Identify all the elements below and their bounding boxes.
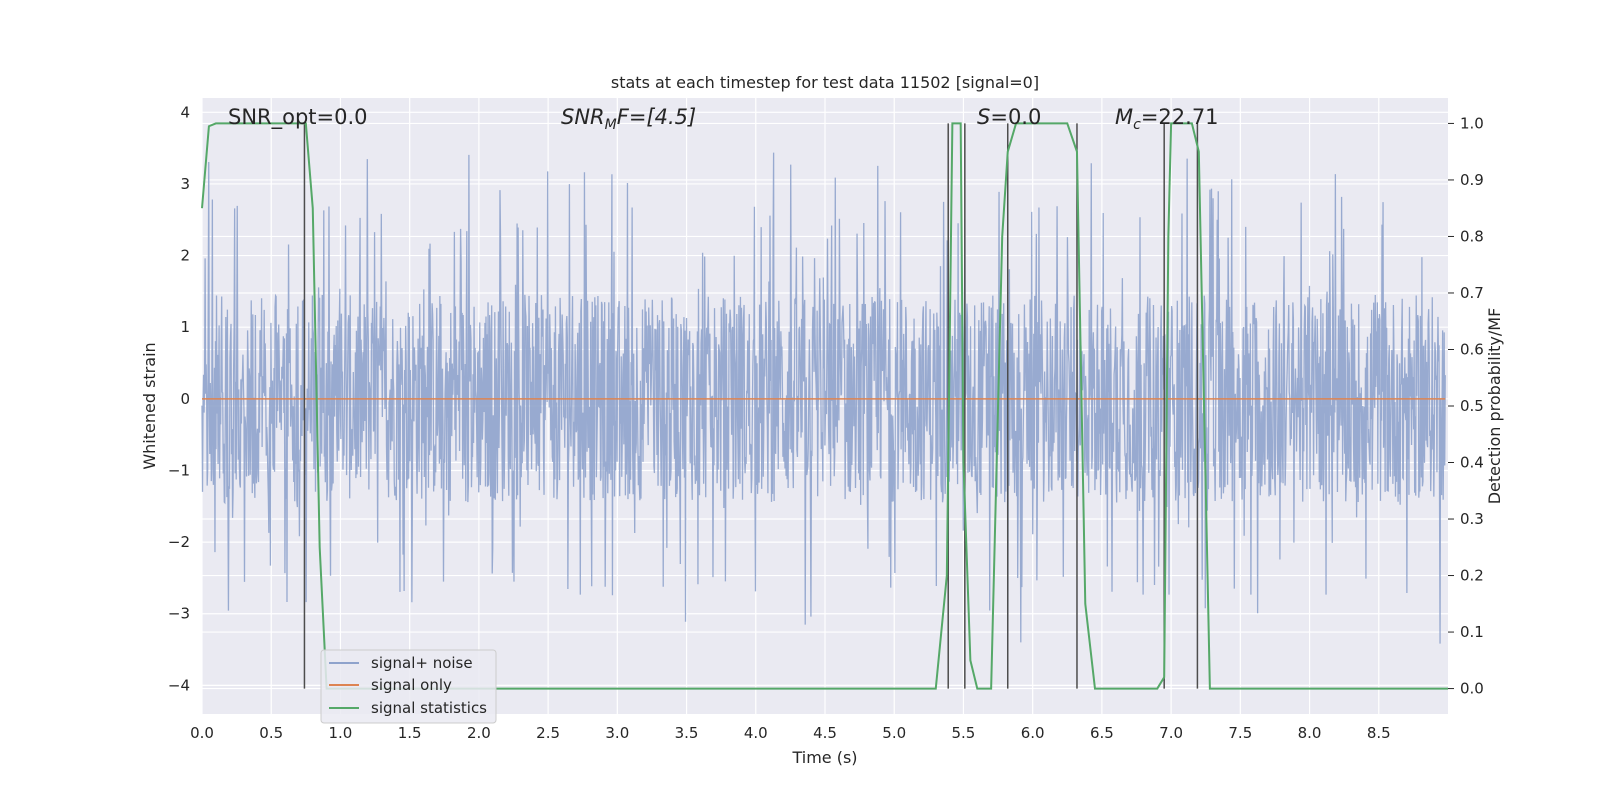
noise-line xyxy=(201,152,1446,644)
x-tick-label-13: 6.5 xyxy=(1090,724,1114,742)
x-tick-label-3: 1.5 xyxy=(398,724,422,742)
legend: signal+ noise signal only signal statist… xyxy=(320,649,497,724)
x-tick-label-2: 1.0 xyxy=(329,724,353,742)
y2-tick-label-7: 0.3 xyxy=(1460,510,1484,528)
y2-tick-label-6: 0.4 xyxy=(1460,454,1484,472)
y2-tick-label-0: 1.0 xyxy=(1460,114,1484,132)
legend-label-signal-noise: signal+ noise xyxy=(371,654,473,672)
y-tick-label-2: 2 xyxy=(180,247,190,265)
y2-axis-label: Detection probability/MF xyxy=(1485,308,1504,505)
x-ticks: 0.0 0.5 1.0 1.5 2.0 2.5 3.0 3.5 4.0 4.5 5.0 5.5 6.0 6… xyxy=(190,724,1391,742)
x-tick-label-14: 7.0 xyxy=(1159,724,1183,742)
x-tick-label-17: 8.5 xyxy=(1367,724,1391,742)
x-tick-label-4: 2.0 xyxy=(467,724,491,742)
legend-label-signal-statistics: signal statistics xyxy=(371,699,487,717)
y-tick-label-1: 3 xyxy=(180,175,190,193)
y-ticks: 4 3 2 1 0 −1 −2 −3 −4 xyxy=(168,103,190,694)
annotation-s: S=0.0 xyxy=(977,105,1041,129)
y-tick-label-6: −2 xyxy=(168,533,190,551)
annotation-snr-opt: SNR_opt=0.0 xyxy=(228,105,368,130)
y2-tick-label-3: 0.7 xyxy=(1460,284,1484,302)
y2-ticks: 1.0 0.9 0.8 0.7 0.6 0.5 0.4 0.3 0.2 0.1 0.0 xyxy=(1448,114,1484,698)
legend-box xyxy=(320,649,497,724)
chart-title: stats at each timestep for test data 115… xyxy=(611,73,1039,92)
annotation-mc: Mc=22.71 xyxy=(1115,105,1219,133)
y-tick-label-4: 0 xyxy=(180,390,190,408)
y2-tick-label-9: 0.1 xyxy=(1460,623,1484,641)
y2-tick-label-2: 0.8 xyxy=(1460,227,1484,245)
x-tick-label-5: 2.5 xyxy=(536,724,560,742)
y-axis-label: Whitened strain xyxy=(140,342,159,469)
y-tick-label-5: −1 xyxy=(168,461,190,479)
x-tick-label-1: 0.5 xyxy=(259,724,283,742)
x-tick-label-15: 7.5 xyxy=(1228,724,1252,742)
x-axis-label: Time (s) xyxy=(791,748,857,767)
x-tick-label-7: 3.5 xyxy=(675,724,699,742)
y-tick-label-3: 1 xyxy=(180,318,190,336)
y-tick-label-7: −3 xyxy=(168,605,190,623)
x-tick-label-11: 5.5 xyxy=(952,724,976,742)
x-tick-label-16: 8.0 xyxy=(1298,724,1322,742)
statistics-series xyxy=(201,122,1448,690)
x-tick-label-12: 6.0 xyxy=(1021,724,1045,742)
x-tick-label-10: 5.0 xyxy=(882,724,906,742)
y-tick-label-8: −4 xyxy=(168,676,190,694)
statistics-line xyxy=(201,122,1448,690)
noise-series xyxy=(201,152,1446,644)
y2-tick-label-5: 0.5 xyxy=(1460,397,1484,415)
y2-tick-label-4: 0.6 xyxy=(1460,340,1484,358)
y2-tick-label-1: 0.9 xyxy=(1460,171,1484,189)
x-tick-label-6: 3.0 xyxy=(605,724,629,742)
y2-tick-label-10: 0.0 xyxy=(1460,680,1484,698)
legend-label-signal-only: signal only xyxy=(371,676,452,694)
annotation-snr-mf: SNRMF=[4.5] xyxy=(561,105,696,133)
x-tick-label-9: 4.5 xyxy=(813,724,837,742)
x-tick-label-8: 4.0 xyxy=(744,724,768,742)
y-tick-label-0: 4 xyxy=(180,103,190,121)
y2-tick-label-8: 0.2 xyxy=(1460,567,1484,585)
x-tick-label-0: 0.0 xyxy=(190,724,214,742)
